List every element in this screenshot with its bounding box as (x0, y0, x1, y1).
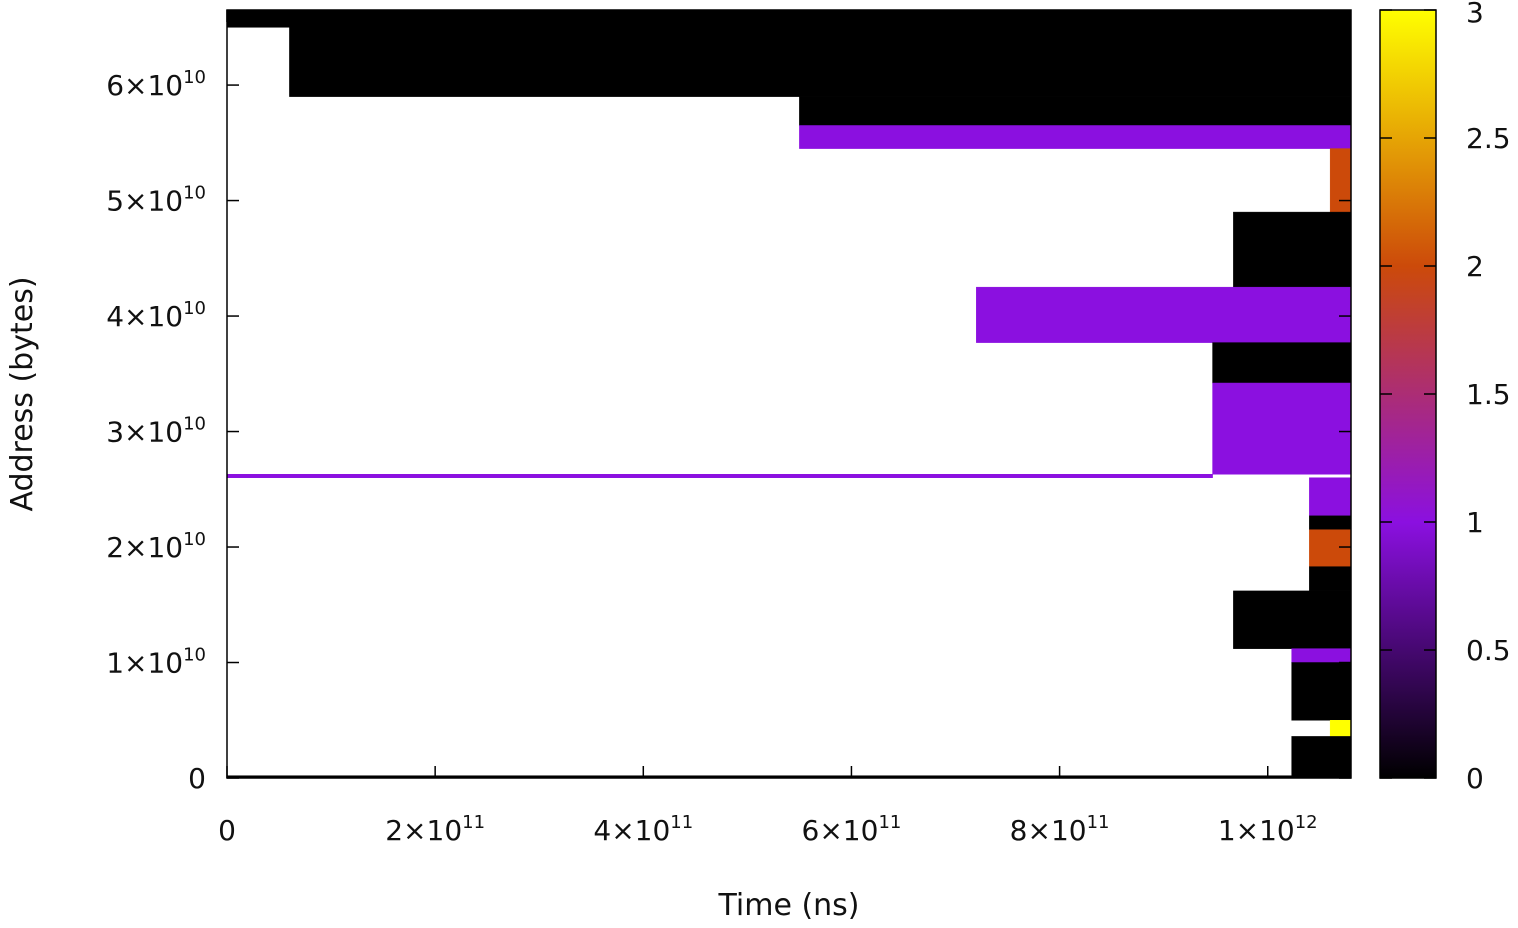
heatmap-cells (226, 9, 1352, 779)
colorbar-tick-label: 1 (1466, 506, 1484, 539)
plot-frame (226, 9, 1352, 779)
y-tick-label: 2×1010 (106, 529, 206, 564)
heatmap-cell (1291, 736, 1352, 779)
y-axis-label: Address (bytes) (5, 276, 40, 511)
colorbar-ticks: 0 0.5 1 1.5 2 2.5 3 (1380, 0, 1511, 795)
x-tick-label: 8×1011 (1010, 812, 1110, 847)
heatmap-cell (976, 286, 1352, 343)
y-tick-label: 6×1010 (106, 67, 206, 102)
colorbar-tick-label: 0 (1466, 762, 1484, 795)
plot-area: 0 2×1011 4×1011 6×1011 8×1011 1×1012 0 1×1010 2… (106, 9, 1352, 847)
heatmap-cell (226, 474, 1213, 478)
x-tick-label: 6×1011 (802, 812, 902, 847)
y-axis-ticks: 0 1×1010 2×1010 3×1010 4×1010 5×1010 6×1010 (106, 67, 1351, 795)
y-tick-label: 1×1010 (106, 645, 206, 680)
colorbar-tick-label: 1.5 (1466, 378, 1511, 411)
colorbar-tick-label: 2 (1466, 250, 1484, 283)
heatmap-cell (1309, 477, 1352, 517)
heatmap-cell (1329, 720, 1352, 737)
heatmap-cell (1309, 566, 1352, 592)
x-axis-ticks: 0 2×1011 4×1011 6×1011 8×1011 1×1012 (218, 10, 1318, 847)
heatmap-cell (1291, 662, 1352, 721)
x-tick-label: 4×1011 (593, 812, 693, 847)
heatmap-cell (799, 125, 1352, 149)
heatmap-cell (1212, 382, 1352, 475)
heatmap-cell (799, 96, 1352, 126)
colorbar-tick-label: 2.5 (1466, 122, 1511, 155)
x-axis-label: Time (ns) (717, 888, 859, 923)
heatmap-cell (289, 27, 1352, 97)
colorbar-tick-label: 3 (1466, 0, 1484, 29)
x-tick-label: 2×1011 (385, 812, 485, 847)
y-tick-label: 5×1010 (106, 183, 206, 218)
heatmap-cell (1291, 648, 1352, 663)
y-tick-label: 0 (188, 762, 206, 795)
heatmap-cell (1309, 529, 1352, 567)
heatmap-cell (1233, 211, 1352, 288)
colorbar-tick-label: 0.5 (1466, 634, 1511, 667)
colorbar: 0 0.5 1 1.5 2 2.5 3 (1379, 0, 1511, 795)
y-tick-label: 3×1010 (106, 414, 206, 449)
y-tick-label: 4×1010 (106, 298, 206, 333)
heatmap-cell (1212, 342, 1352, 384)
heatmap-cell (1233, 590, 1352, 649)
heatmap-cell (1329, 148, 1352, 213)
heatmap-cell (1309, 515, 1352, 530)
heatmap-cell (226, 9, 1352, 28)
x-tick-label: 1×1012 (1218, 812, 1318, 847)
x-tick-label: 0 (218, 814, 236, 847)
